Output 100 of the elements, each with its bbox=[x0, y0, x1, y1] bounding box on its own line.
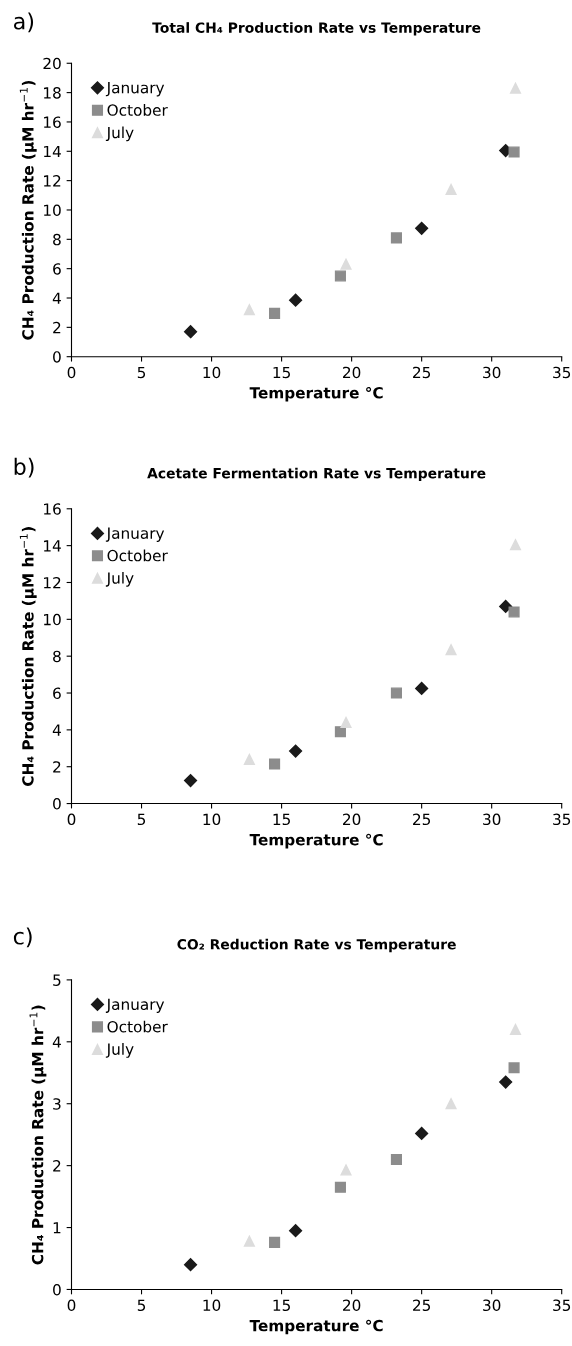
x-tick-label: 0 bbox=[67, 1299, 76, 1312]
x-tick-label: 20 bbox=[343, 813, 361, 826]
x-tick-label: 10 bbox=[203, 366, 221, 379]
y-tick-label: 0 bbox=[53, 798, 61, 810]
point bbox=[390, 687, 402, 699]
point bbox=[415, 221, 429, 235]
x-tick-label: 35 bbox=[553, 366, 571, 379]
x-axis-title: Temperature °C bbox=[249, 833, 383, 849]
y-tick-label: 10 bbox=[44, 204, 61, 216]
y-tick-label: 0 bbox=[53, 351, 61, 363]
legend-label: October bbox=[107, 104, 168, 116]
y-tick-label: 12 bbox=[44, 576, 61, 589]
legend-label: July bbox=[105, 1043, 134, 1058]
y-axis-title: CH₄ Production Rate (μM hr$^{−1}$) bbox=[19, 527, 37, 786]
legend-label: July bbox=[105, 126, 134, 142]
point bbox=[183, 773, 198, 788]
y-tick-label: 8 bbox=[53, 233, 61, 246]
x-tick-label: 10 bbox=[203, 1299, 221, 1312]
x-tick-label: 25 bbox=[413, 813, 431, 826]
point bbox=[445, 1098, 457, 1110]
x-tick-label: 20 bbox=[343, 1299, 361, 1312]
chart-title: Total CH₄ Production Rate vs Temperature bbox=[152, 22, 481, 36]
y-tick-label: 18 bbox=[44, 87, 61, 99]
point bbox=[334, 270, 346, 282]
y-tick-label: 10 bbox=[44, 613, 61, 626]
y-tick-label: 3 bbox=[53, 1098, 61, 1110]
y-tick-label: 1 bbox=[53, 1222, 61, 1234]
point bbox=[508, 146, 520, 158]
legend-label: October bbox=[107, 1020, 168, 1033]
x-tick-label: 30 bbox=[483, 813, 501, 826]
point bbox=[183, 325, 198, 339]
point bbox=[499, 599, 513, 614]
point bbox=[415, 681, 429, 696]
x-tick-label: 25 bbox=[413, 366, 431, 379]
y-tick-label: 8 bbox=[53, 650, 61, 663]
y-tick-label: 20 bbox=[43, 57, 61, 70]
legend-label: October bbox=[107, 549, 168, 562]
text: b) bbox=[14, 457, 34, 478]
text: c) bbox=[13, 927, 32, 948]
y-tick-label: 2 bbox=[53, 321, 61, 334]
point bbox=[340, 1164, 352, 1176]
x-tick-label: 0 bbox=[67, 366, 76, 379]
point bbox=[340, 716, 352, 729]
x-tick-label: 35 bbox=[553, 1299, 571, 1312]
point bbox=[269, 307, 281, 319]
x-tick-label: 25 bbox=[413, 1299, 431, 1312]
y-axis-title: CH₄ Production Rate (μM hr$^{−1}$) bbox=[19, 80, 37, 340]
x-tick-label: 0 bbox=[67, 813, 76, 826]
point bbox=[340, 258, 352, 270]
point bbox=[509, 1023, 522, 1035]
y-tick-label: 4 bbox=[52, 1036, 61, 1048]
point bbox=[390, 232, 402, 244]
point bbox=[183, 1258, 198, 1272]
point bbox=[445, 183, 457, 195]
x-tick-label: 20 bbox=[343, 366, 361, 379]
x-tick-label: 15 bbox=[273, 366, 290, 379]
point bbox=[499, 1075, 513, 1089]
y-tick-label: 12 bbox=[44, 175, 61, 187]
y-tick-label: 4 bbox=[52, 724, 61, 736]
legend-label: July bbox=[105, 571, 134, 587]
y-tick-label: 2 bbox=[53, 761, 61, 773]
point bbox=[269, 758, 281, 770]
point bbox=[334, 1181, 346, 1193]
x-axis-title: Temperature °C bbox=[249, 386, 383, 402]
point bbox=[508, 1062, 520, 1074]
y-tick-label: 2 bbox=[53, 1160, 61, 1172]
x-tick-label: 15 bbox=[273, 1299, 290, 1312]
y-tick-label: 16 bbox=[44, 116, 61, 128]
chart-title: Acetate Fermentation Rate vs Temperature bbox=[147, 467, 486, 482]
x-tick-label: 5 bbox=[137, 1299, 146, 1312]
chart-title: CO₂ Reduction Rate vs Temperature bbox=[177, 938, 456, 953]
point bbox=[243, 304, 255, 316]
x-tick-label: 5 bbox=[137, 813, 146, 826]
point bbox=[445, 644, 457, 656]
y-axis-title: CH₄ Production Rate (μM hr$^{−1}$) bbox=[29, 1005, 47, 1265]
text: a) bbox=[14, 12, 34, 33]
point bbox=[390, 1153, 402, 1166]
point bbox=[243, 1235, 255, 1247]
point bbox=[269, 1236, 281, 1248]
point bbox=[415, 1126, 429, 1141]
point bbox=[509, 82, 522, 94]
point bbox=[289, 1224, 303, 1238]
x-tick-label: 30 bbox=[483, 366, 501, 379]
legend-label: January bbox=[105, 998, 165, 1014]
y-tick-label: 6 bbox=[53, 687, 61, 700]
y-tick-label: 14 bbox=[44, 145, 61, 158]
legend-label: January bbox=[105, 82, 165, 97]
point bbox=[334, 726, 346, 738]
x-tick-label: 5 bbox=[137, 366, 146, 379]
y-tick-label: 0 bbox=[53, 1283, 61, 1296]
y-tick-label: 14 bbox=[44, 540, 61, 552]
point bbox=[509, 539, 522, 551]
point bbox=[289, 744, 303, 758]
point bbox=[508, 606, 520, 618]
point bbox=[243, 753, 255, 765]
y-tick-label: 16 bbox=[44, 503, 61, 515]
legend-label: January bbox=[105, 527, 165, 542]
y-tick-label: 5 bbox=[53, 974, 61, 986]
point bbox=[289, 293, 303, 307]
x-tick-label: 35 bbox=[553, 813, 571, 826]
